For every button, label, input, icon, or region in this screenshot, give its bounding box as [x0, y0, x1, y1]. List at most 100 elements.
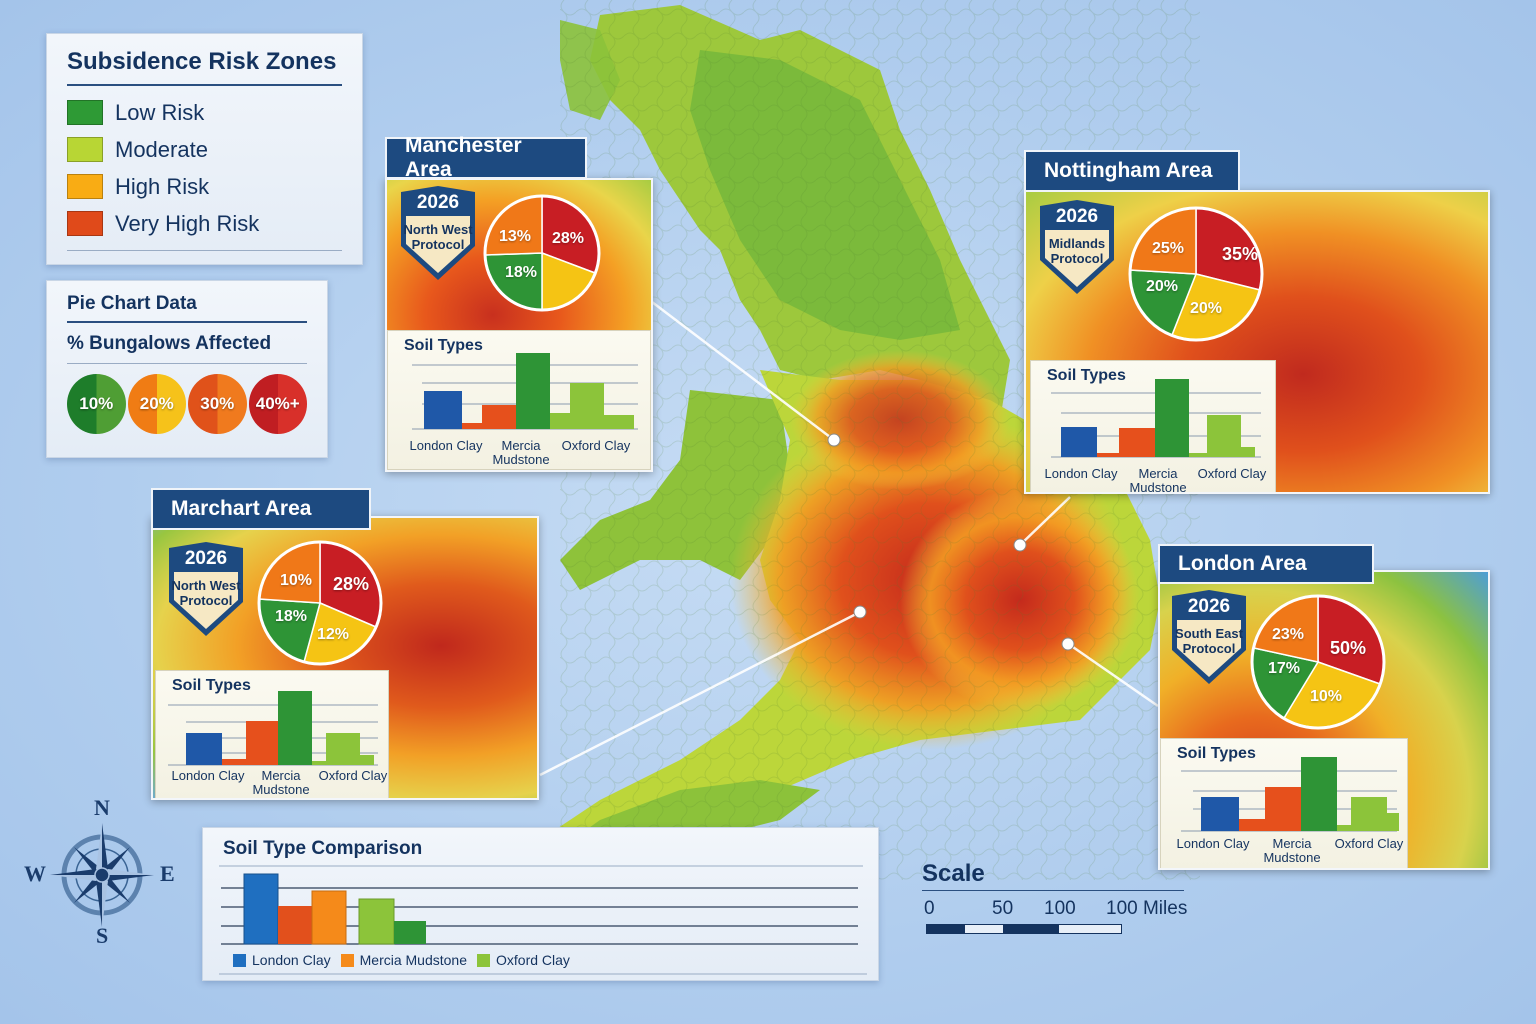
legend-item-high: High Risk: [67, 168, 342, 205]
axis-label: Mercia Mudstone: [1263, 836, 1321, 865]
comparison-legend: London Clay Mercia Mudstone Oxford Clay: [233, 952, 580, 968]
chip-10: 10%: [67, 374, 126, 434]
mercia-mudstone-swatch: [340, 953, 354, 967]
legend-item-very-high: Very High Risk: [67, 205, 342, 242]
soil-title: Soil Types: [1177, 745, 1256, 762]
card-title: Marchart Area: [151, 488, 371, 530]
pie-label: 13%: [499, 228, 532, 245]
protocol-badge: 2026 North West Protocol: [397, 186, 479, 282]
legend-label: Low Risk: [115, 99, 205, 125]
badge-year: 2026: [416, 192, 460, 213]
chip-20: 20%: [127, 374, 186, 434]
chip-40: 40%+: [248, 374, 307, 434]
pie-key-title: Pie Chart Data: [67, 293, 197, 314]
protocol-badge: 2026 North West Protocol: [165, 542, 247, 638]
badge-year: 2026: [1187, 596, 1231, 617]
axis-label: London Clay: [1176, 836, 1250, 851]
axis-label: Mercia Mudstone: [1129, 466, 1187, 494]
chip-label: 20%: [139, 394, 174, 413]
pie-key-chips: 10% 20% 30% 40%+: [67, 374, 307, 434]
soil-types-chart: Soil Types London Clay Mercia Mudstone Ox…: [387, 330, 651, 470]
pie-label: 28%: [333, 574, 370, 594]
pie-label: 12%: [317, 626, 350, 643]
soil-type-comparison-chart: Soil Type Comparison London Clay Mercia …: [202, 827, 879, 981]
soil-types-chart: Soil Types London Clay Mercia Mudstone Ox…: [1160, 738, 1408, 868]
pie-label: 50%: [1330, 638, 1367, 658]
soil-title: Soil Types: [1047, 367, 1126, 384]
legend-item-moderate: Moderate: [67, 131, 342, 168]
axis-label: Oxford Clay: [318, 768, 388, 783]
badge-region: Midlands Protocol: [1048, 236, 1106, 266]
london-clay-swatch: [233, 953, 246, 967]
pie-label: 18%: [505, 264, 538, 281]
pie-label: 23%: [1272, 626, 1305, 643]
pie-key-subtitle: % Bungalows Affected: [67, 333, 307, 364]
pie-label: 10%: [280, 572, 313, 589]
risk-pie-chart: [483, 194, 601, 312]
pie-label: 25%: [1152, 240, 1185, 257]
legend-label: London Clay: [252, 952, 331, 968]
axis-label: London Clay: [1044, 466, 1118, 481]
risk-pie-chart: [257, 540, 383, 666]
chip-label: 10%: [79, 394, 114, 413]
compass-n: N: [94, 795, 110, 820]
scale-tick: 50: [992, 898, 1014, 919]
compass-w: W: [24, 861, 46, 886]
scale-tick: 0: [924, 898, 935, 919]
legend-label: Oxford Clay: [496, 952, 570, 968]
card-title: Manchester Area: [385, 134, 587, 181]
compass-icon: [50, 823, 154, 927]
scale-bar: [926, 924, 1122, 934]
oxford-clay-swatch: [477, 953, 491, 967]
badge-region: North West Protocol: [403, 222, 473, 252]
very-high-risk-swatch: [67, 211, 103, 236]
legend-item-low: Low Risk: [67, 94, 342, 131]
axis-label: Mercia Mudstone: [492, 438, 550, 467]
legend-label: Very High Risk: [115, 210, 260, 236]
compass-e: E: [160, 861, 175, 886]
high-risk-swatch: [67, 174, 103, 199]
scale-title: Scale: [922, 860, 985, 887]
risk-pie-chart: [1128, 206, 1264, 342]
protocol-badge: 2026 South East Protocol: [1168, 590, 1250, 686]
axis-label: Mercia Mudstone: [252, 768, 310, 797]
map-scale: Scale 0 50 100 100 Miles: [922, 860, 1192, 940]
soil-title: Soil Types: [404, 337, 483, 354]
compass-s: S: [96, 923, 109, 948]
card-title: London Area: [1158, 544, 1374, 584]
badge-year: 2026: [1055, 206, 1099, 227]
pie-label: 20%: [1146, 278, 1179, 295]
soil-types-chart: Soil Types London Clay Mercia Mudstone Ox…: [155, 670, 389, 798]
card-title: Nottingham Area: [1024, 150, 1240, 192]
pie-label: 28%: [552, 230, 585, 247]
scale-tick: 100 Miles: [1106, 898, 1188, 919]
chip-30: 30%: [188, 374, 247, 434]
pie-label: 17%: [1268, 660, 1301, 677]
pie-label: 20%: [1190, 300, 1223, 317]
soil-title: Soil Types: [172, 677, 251, 694]
axis-label: London Clay: [409, 438, 483, 453]
compass-rose: N S W E: [22, 795, 182, 948]
badge-region: South East Protocol: [1175, 626, 1243, 656]
moderate-swatch: [67, 137, 103, 162]
legend-label: Mercia Mudstone: [359, 952, 468, 968]
pie-label: 18%: [275, 608, 308, 625]
risk-pie-chart: [1250, 594, 1386, 730]
scale-tick: 100: [1044, 898, 1076, 919]
comparison-title: Soil Type Comparison: [223, 838, 423, 859]
badge-year: 2026: [184, 548, 228, 569]
axis-label: London Clay: [171, 768, 245, 783]
legend-label: Moderate: [115, 136, 208, 162]
badge-region: North West Protocol: [171, 578, 241, 608]
axis-label: Oxford Clay: [1197, 466, 1267, 481]
pie-label: 10%: [1310, 688, 1343, 705]
legend-title: Subsidence Risk Zones: [67, 48, 337, 75]
comparison-bars: [219, 865, 867, 975]
soil-types-chart: Soil Types London Clay Mercia Mudstone Ox…: [1030, 360, 1276, 494]
axis-label: Oxford Clay: [561, 438, 631, 453]
pie-chart-key: Pie Chart Data % Bungalows Affected 10% …: [46, 280, 328, 458]
chip-label: 30%: [200, 394, 235, 413]
legend-label: High Risk: [115, 173, 210, 199]
axis-label: Oxford Clay: [1334, 836, 1404, 851]
